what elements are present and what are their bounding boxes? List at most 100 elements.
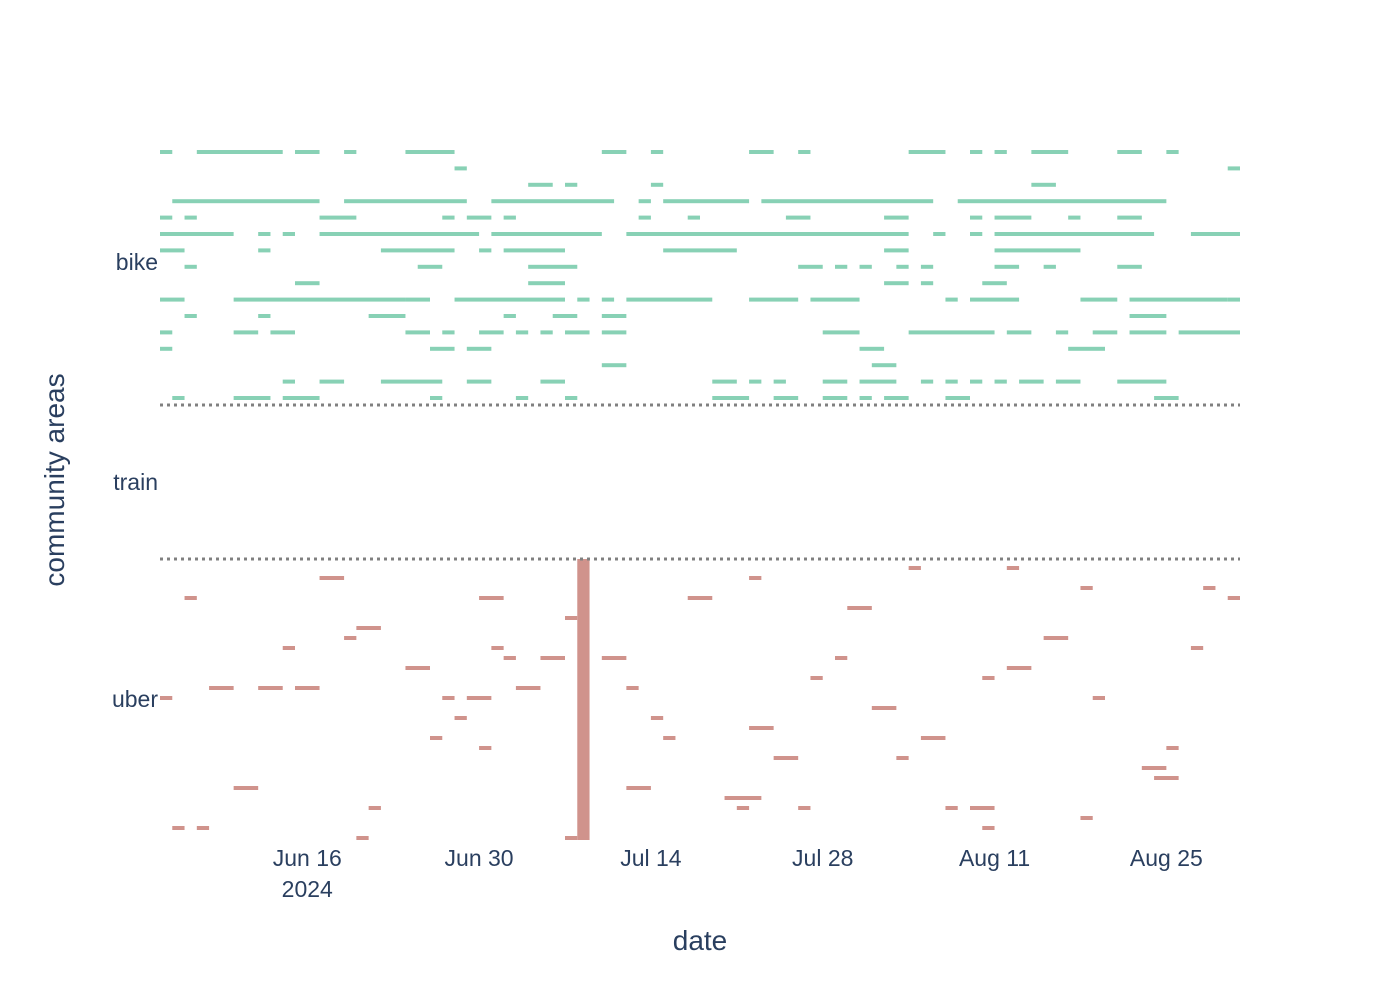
bike-segment xyxy=(884,281,909,286)
uber-segment xyxy=(626,786,651,790)
uber-segment xyxy=(1154,776,1179,780)
uber-segment xyxy=(1043,636,1069,640)
bike-segment xyxy=(970,232,983,236)
bike-segment xyxy=(491,232,602,236)
bike-segment xyxy=(601,314,627,318)
bike-segment xyxy=(1006,330,1032,335)
bike-segment xyxy=(430,346,455,351)
bike-segment xyxy=(258,232,271,236)
group-separators xyxy=(160,403,1240,561)
x-tick-label: Jul 28 xyxy=(792,845,853,871)
bike-segment xyxy=(1031,182,1056,187)
bike-segment xyxy=(712,396,750,400)
bike-segment xyxy=(160,346,173,351)
uber-segment xyxy=(920,736,946,740)
bike-segment xyxy=(798,150,811,154)
bike-segment xyxy=(515,396,529,400)
bike-segment xyxy=(945,396,970,400)
uber-segment xyxy=(847,606,872,610)
uber-segment xyxy=(430,736,443,740)
uber-segment xyxy=(601,656,627,660)
bike-segment xyxy=(884,215,909,220)
uber-segment xyxy=(356,836,369,840)
uber-segment xyxy=(687,596,713,600)
uber-segment xyxy=(172,826,185,830)
bike-segment xyxy=(957,199,1167,204)
bike-segment xyxy=(1117,264,1142,269)
x-tick-label: Jul 14 xyxy=(620,845,682,871)
bike-segment xyxy=(1178,330,1240,335)
bike-segment xyxy=(184,314,197,318)
uber-segment xyxy=(565,616,578,620)
uber-segment xyxy=(344,636,357,640)
uber-segment xyxy=(160,696,173,700)
uber-segment xyxy=(405,666,430,670)
bike-segment xyxy=(1043,264,1056,269)
bike-segment xyxy=(835,264,848,269)
bike-segment xyxy=(577,297,590,302)
bike-segment xyxy=(663,248,737,253)
bike-segment xyxy=(601,297,615,302)
bike-segment xyxy=(515,330,529,335)
bike-segment xyxy=(1227,166,1240,171)
bike-segment xyxy=(859,264,872,269)
bike-segment xyxy=(601,330,627,335)
bike-segment xyxy=(160,215,173,220)
uber-segment xyxy=(282,646,295,650)
bike-segment xyxy=(344,199,467,204)
bike-segment xyxy=(908,330,995,335)
bike-segment xyxy=(871,363,897,368)
bike-segment xyxy=(859,396,872,400)
uber-segment xyxy=(479,596,504,600)
bike-segment xyxy=(319,232,480,236)
bike-segment xyxy=(933,232,946,236)
bike-segment xyxy=(810,297,860,302)
bike-segment xyxy=(503,314,516,318)
uber-segment xyxy=(233,786,259,790)
uber-segment xyxy=(982,676,995,680)
y-tick-label-uber: uber xyxy=(112,686,158,712)
bike-segment xyxy=(859,346,885,351)
bike-segment xyxy=(1190,232,1240,236)
bike-segment xyxy=(994,264,1020,269)
uber-segment xyxy=(515,686,541,690)
bike-segment xyxy=(503,248,565,253)
bike-segment xyxy=(405,330,430,335)
bike-segment xyxy=(454,166,467,171)
uber-segment xyxy=(970,806,995,810)
uber-segment xyxy=(540,656,565,660)
bike-segment xyxy=(1031,150,1069,154)
uber-segment xyxy=(1006,566,1020,570)
bike-segment xyxy=(319,215,357,220)
bike-segment xyxy=(1129,330,1167,335)
bike-segment xyxy=(258,248,271,253)
uber-segment xyxy=(896,756,909,760)
uber-segment xyxy=(1190,646,1204,650)
y-tick-label-train: train xyxy=(113,469,158,495)
bike-segment xyxy=(565,330,590,335)
bike-segment xyxy=(1154,396,1179,400)
bike-segment xyxy=(970,379,983,384)
bike-segment xyxy=(822,379,848,384)
uber-segment xyxy=(749,726,774,730)
bike-segment xyxy=(344,150,357,154)
bike-segments xyxy=(160,150,1240,400)
bike-segment xyxy=(773,379,786,384)
bike-segment xyxy=(368,314,406,318)
bike-segment xyxy=(1055,379,1081,384)
bike-segment xyxy=(1117,150,1142,154)
bike-segment xyxy=(160,232,234,236)
y-tick-labels: bike train uber xyxy=(112,249,158,712)
uber-segment xyxy=(798,806,811,810)
x-tick-sublabel: 2024 xyxy=(282,876,333,902)
bike-segment xyxy=(528,264,578,269)
bike-segment xyxy=(920,281,934,286)
bike-segment xyxy=(785,215,811,220)
bike-segment xyxy=(970,297,1020,302)
bike-segment xyxy=(1166,150,1179,154)
y-tick-label-bike: bike xyxy=(116,249,158,275)
bike-segment xyxy=(405,150,455,154)
uber-segments xyxy=(160,559,1240,840)
bike-segment xyxy=(945,297,958,302)
uber-segment xyxy=(1227,596,1240,600)
